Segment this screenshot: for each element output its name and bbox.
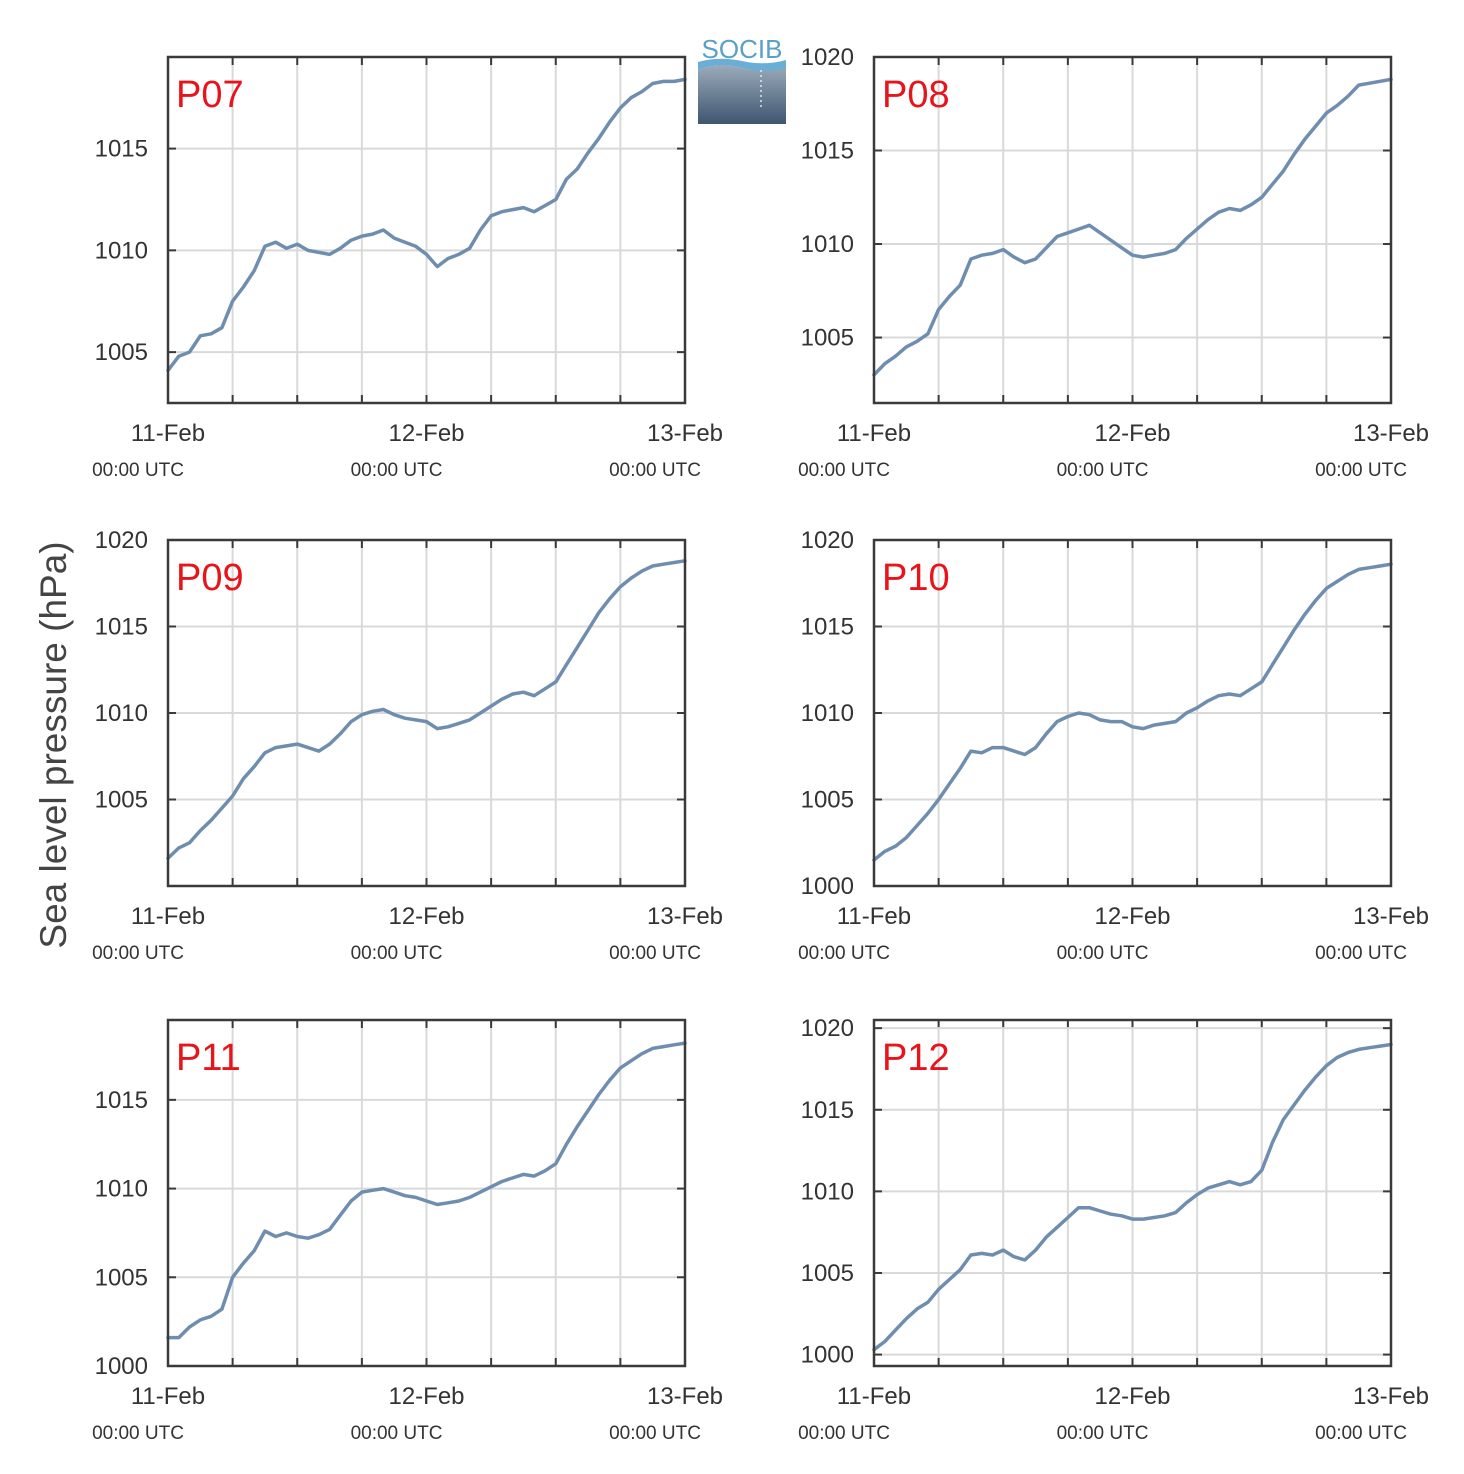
x-tick-time-label: 00:00 UTC [351, 1423, 443, 1444]
panel-title: P09 [176, 557, 244, 599]
x-tick-date-label: 13-Feb [647, 903, 723, 930]
panel-title: P11 [176, 1037, 241, 1079]
y-tick-label: 1005 [95, 787, 148, 814]
x-tick-time-label: 00:00 UTC [1315, 943, 1407, 964]
x-tick-date-label: 11-Feb [837, 420, 911, 447]
chart-panel-p08: 1005 1010 1015 1020 P08 11-Feb 00:00 UTC 12-Feb… [798, 44, 1429, 481]
y-tick-label: 1020 [801, 527, 854, 554]
x-tick-date-label: 12-Feb [388, 903, 464, 930]
x-tick-time-label: 00:00 UTC [92, 460, 184, 481]
x-tick-time-label: 00:00 UTC [609, 1423, 701, 1444]
y-tick-label: 1010 [95, 1176, 148, 1203]
x-tick-time-label: 00:00 UTC [1315, 1423, 1407, 1444]
panel-title: P12 [882, 1037, 950, 1079]
x-tick-date-label: 13-Feb [1353, 903, 1429, 930]
x-tick-date-label: 11-Feb [131, 420, 205, 447]
y-tick-label: 1000 [801, 873, 854, 900]
x-tick-time-label: 00:00 UTC [92, 943, 184, 964]
y-tick-label: 1005 [801, 325, 854, 352]
series-line [166, 77, 687, 373]
y-tick-label: 1015 [801, 1097, 854, 1124]
y-tick-label: 1010 [801, 700, 854, 727]
panel-title: P10 [882, 557, 950, 599]
chart-panel-p12: 1000 1005 1010 1015 1020 P12 11-Feb 00:00 UTC 12… [798, 1015, 1429, 1444]
x-tick-time-label: 00:00 UTC [1057, 460, 1149, 481]
y-tick-label: 1010 [95, 237, 148, 264]
x-tick-date-label: 12-Feb [1094, 903, 1170, 930]
x-tick-time-label: 00:00 UTC [351, 460, 443, 481]
y-tick-label: 1000 [801, 1342, 854, 1369]
x-tick-time-label: 00:00 UTC [1057, 1423, 1149, 1444]
y-tick-label: 1015 [95, 614, 148, 641]
y-tick-label: 1020 [801, 1015, 854, 1042]
plot-frame [872, 538, 1393, 888]
y-tick-label: 1010 [801, 1178, 854, 1205]
x-tick-time-label: 00:00 UTC [798, 1423, 890, 1444]
chart-panel-p09: 1005 1010 1015 1020 P09 11-Feb 00:00 UTC 12-Feb… [92, 527, 723, 964]
y-tick-label: 1015 [801, 614, 854, 641]
series-line [166, 1041, 687, 1340]
y-tick-label: 1010 [95, 700, 148, 727]
series-line [872, 77, 1393, 377]
y-tick-label: 1020 [95, 527, 148, 554]
series-line [166, 559, 687, 861]
y-tick-label: 1000 [95, 1353, 148, 1380]
plot-frame [166, 55, 687, 405]
x-tick-date-label: 13-Feb [1353, 420, 1429, 447]
y-tick-label: 1005 [801, 787, 854, 814]
y-tick-label: 1020 [801, 44, 854, 71]
y-tick-label: 1015 [95, 136, 148, 163]
chart-panel-p11: 1000 1005 1010 1015 P11 11-Feb 00:00 UTC 12-Feb… [92, 1018, 723, 1444]
x-tick-time-label: 00:00 UTC [609, 460, 701, 481]
plot-frame [166, 1018, 687, 1368]
x-tick-date-label: 12-Feb [388, 420, 464, 447]
x-tick-time-label: 00:00 UTC [1315, 460, 1407, 481]
y-tick-label: 1005 [801, 1260, 854, 1287]
x-tick-date-label: 11-Feb [837, 1383, 911, 1410]
logo-wave-icon [698, 65, 786, 124]
logo-top-band-icon [698, 58, 786, 71]
y-tick-label: 1015 [95, 1087, 148, 1114]
x-tick-date-label: 12-Feb [1094, 420, 1170, 447]
panel-title: P07 [176, 74, 244, 116]
x-tick-date-label: 11-Feb [131, 903, 205, 930]
x-tick-time-label: 00:00 UTC [798, 460, 890, 481]
x-tick-time-label: 00:00 UTC [92, 1423, 184, 1444]
x-tick-date-label: 13-Feb [1353, 1383, 1429, 1410]
x-tick-date-label: 11-Feb [131, 1383, 205, 1410]
y-tick-label: 1005 [95, 339, 148, 366]
x-tick-date-label: 12-Feb [388, 1383, 464, 1410]
x-tick-time-label: 00:00 UTC [609, 943, 701, 964]
x-tick-date-label: 13-Feb [647, 420, 723, 447]
x-tick-time-label: 00:00 UTC [798, 943, 890, 964]
series-line [872, 1042, 1393, 1352]
x-tick-date-label: 11-Feb [837, 903, 911, 930]
y-axis-label: Sea level pressure (hPa) [33, 541, 74, 948]
plot-frame [872, 1018, 1393, 1368]
y-tick-label: 1015 [801, 138, 854, 165]
x-tick-time-label: 00:00 UTC [351, 943, 443, 964]
y-tick-label: 1005 [95, 1264, 148, 1291]
socib-logo: SOCIB [698, 34, 786, 124]
y-tick-label: 1010 [801, 231, 854, 258]
panel-title: P08 [882, 74, 950, 116]
chart-panel-p07: 1005 1010 1015 P07 11-Feb 00:00 UTC 12-Feb 00:0… [92, 55, 723, 481]
plot-frame [166, 538, 687, 888]
x-tick-date-label: 13-Feb [647, 1383, 723, 1410]
chart-panel-p10: 1000 1005 1010 1015 1020 P10 11-Feb 00:00 UTC 12… [798, 527, 1429, 964]
plot-frame [872, 55, 1393, 405]
x-tick-time-label: 00:00 UTC [1057, 943, 1149, 964]
series-line [872, 562, 1393, 862]
x-tick-date-label: 12-Feb [1094, 1383, 1170, 1410]
